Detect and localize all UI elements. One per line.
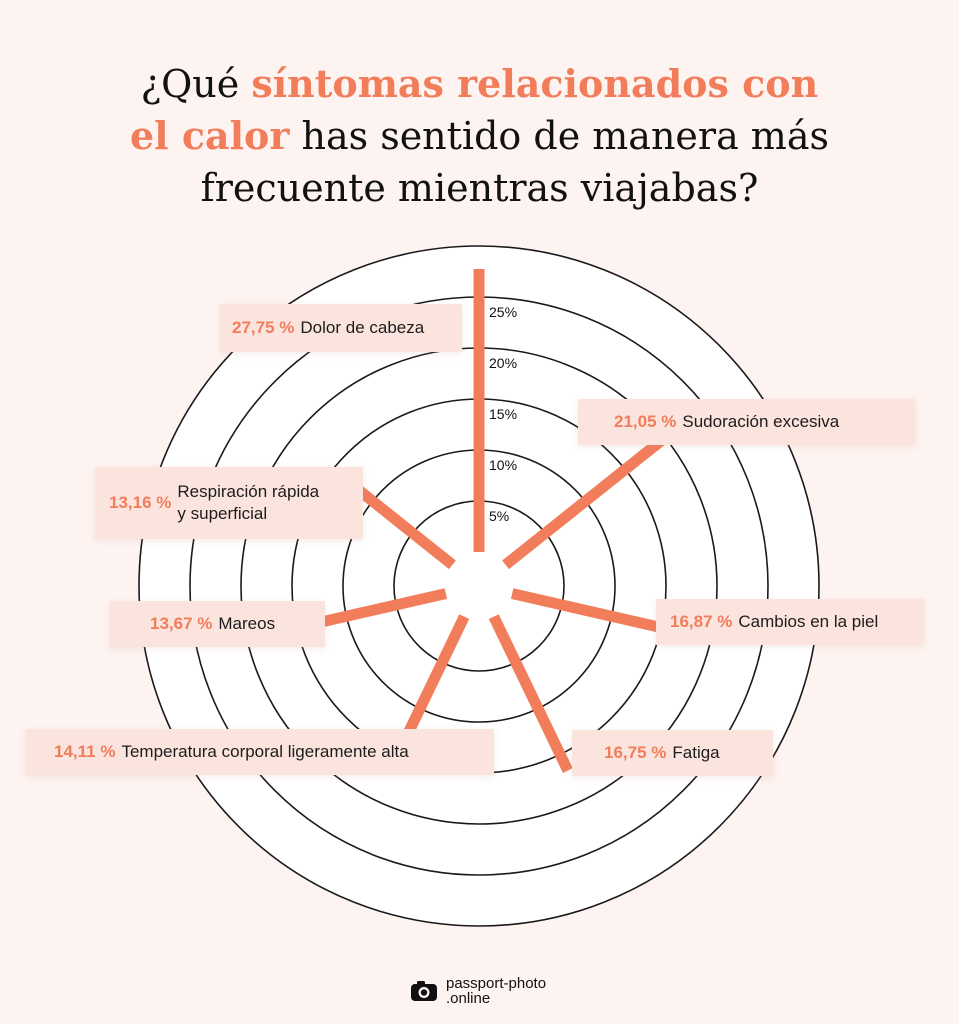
tick-label: 25% (489, 304, 517, 320)
category-label: Cambios en la piel (738, 612, 879, 631)
bar-5 (308, 588, 448, 630)
bar-4 (396, 614, 470, 749)
category-label: Fatiga (672, 743, 720, 762)
value-label: 16,87 % (670, 612, 733, 631)
tick-label: 15% (489, 406, 517, 422)
category-label: Sudoración excesiva (682, 412, 840, 431)
label-respiracion-rapida: 13,16 % Respiración rápida y superficial (95, 467, 363, 539)
category-label: Respiración rápida y superficial (177, 482, 320, 523)
value-label: 21,05 % (614, 412, 677, 431)
bar-3 (488, 614, 573, 773)
label-dolor-de-cabeza: 27,75 % Dolor de cabeza (220, 304, 462, 352)
bar-2 (510, 588, 682, 638)
tick-label: 5% (489, 508, 509, 524)
label-mareos: 13,67 % Mareos (110, 601, 325, 647)
category-label: Temperatura corporal ligeramente alta (121, 742, 409, 761)
category-label: Dolor de cabeza (300, 318, 425, 337)
tick-label: 10% (489, 457, 517, 473)
category-label: Mareos (218, 614, 276, 633)
footer-logo: passport-photo .online (410, 976, 546, 1006)
value-label: 13,16 % (109, 493, 172, 512)
bar-6 (344, 476, 456, 570)
value-label: 14,11 % (54, 742, 116, 761)
brand-text: passport-photo .online (446, 976, 546, 1006)
bar-1 (502, 426, 677, 570)
title-line-2: el calor has sentido de manera más (130, 113, 829, 158)
chart-title: ¿Qué síntomas relacionados con el calor … (0, 58, 959, 214)
value-label: 27,75 % (232, 318, 295, 337)
value-label: 16,75 % (604, 743, 667, 762)
title-line-3: frecuente mientras viajabas? (200, 166, 759, 210)
label-sudoracion-excesiva: 21,05 % Sudoración excesiva (578, 399, 915, 445)
tick-label: 20% (489, 355, 517, 371)
brand-line-2: .online (446, 990, 491, 1007)
brand-line-1: passport-photo (446, 975, 547, 992)
label-cambios-en-la-piel: 16,87 % Cambios en la piel (656, 599, 924, 645)
camera-icon (411, 981, 437, 1001)
label-fatiga: 16,75 % Fatiga (572, 730, 773, 776)
label-temperatura-corporal: 14,11 % Temperatura corporal ligeramente … (26, 729, 494, 775)
value-label: 13,67 % (150, 614, 213, 633)
title-line-1: ¿Qué síntomas relacionados con (140, 61, 819, 106)
center-hole (445, 552, 513, 620)
